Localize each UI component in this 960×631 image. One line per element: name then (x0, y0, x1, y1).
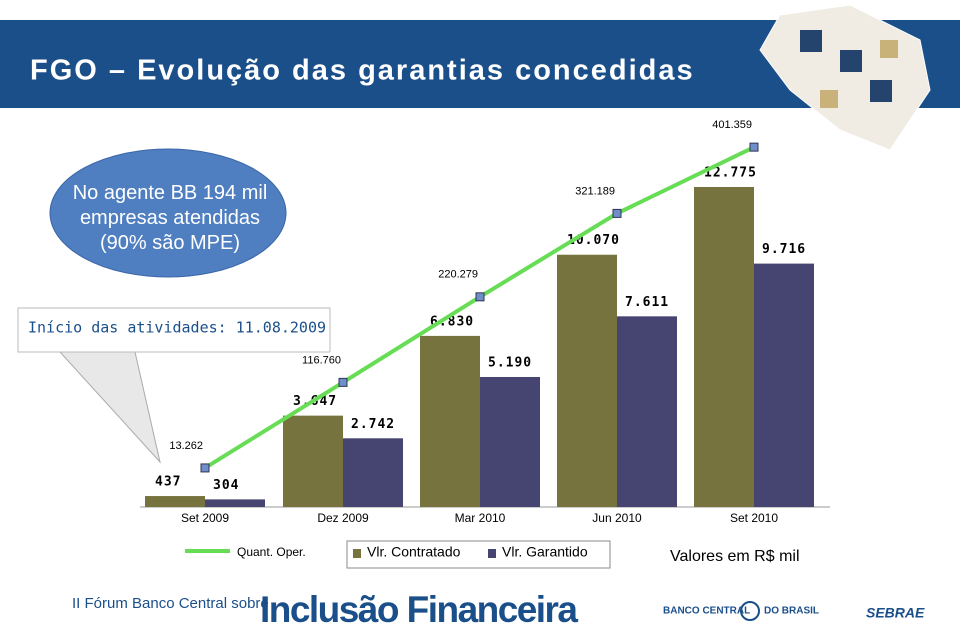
slide-title: FGO – Evolução das garantias concedidas (30, 55, 695, 87)
bar-label: 6.830 (430, 314, 474, 329)
legend-swatch (488, 549, 496, 558)
legend-swatch (353, 549, 361, 558)
legend-label: Quant. Oper. (237, 545, 306, 559)
legend-label: Vlr. Garantido (502, 544, 588, 560)
x-tick-label: Set 2009 (181, 511, 229, 525)
note-box (17, 307, 331, 353)
bar (480, 376, 540, 507)
line-marker (200, 463, 210, 473)
map-logo (759, 4, 931, 151)
bar (205, 499, 265, 507)
footer-bank: DO BRASIL (764, 606, 819, 617)
legend-box (346, 540, 611, 569)
bar-label: 5.190 (488, 355, 532, 370)
bar (617, 316, 677, 507)
line-label: 116.760 (302, 354, 341, 366)
footer-event: II Fórum Banco Central sobre (72, 595, 269, 612)
line-marker (612, 208, 622, 218)
bar (145, 496, 205, 507)
x-tick-label: Set 2010 (730, 511, 778, 525)
bank-logo (740, 601, 760, 621)
callout-text: No agente BB 194 mil empresas atendidas … (72, 181, 268, 254)
legend-label: Vlr. Contratado (367, 544, 461, 560)
line-marker (475, 292, 485, 302)
bar-label: 437 (155, 475, 181, 490)
bar (343, 438, 403, 507)
note: Início das atividades: 11.08.2009 (28, 319, 326, 337)
line-label: 401.359 (712, 119, 752, 131)
note-tail (58, 351, 161, 464)
footer-bank: BANCO CENTRAL (663, 606, 750, 617)
bar (420, 335, 480, 507)
bar (557, 254, 617, 507)
bar-label: 2.742 (351, 417, 395, 432)
bar (283, 415, 343, 507)
line-marker (338, 377, 348, 387)
callout-bubble (49, 148, 287, 278)
bar (754, 263, 814, 507)
bar-label: 12.775 (704, 165, 757, 180)
bar (694, 186, 754, 507)
bar-label: 7.611 (625, 295, 669, 310)
bar-label: 304 (213, 478, 239, 493)
units-note: Valores em R$ mil (670, 548, 800, 565)
line-label: 220.279 (438, 269, 478, 281)
line-label: 13.262 (169, 440, 203, 452)
x-tick-label: Jun 2010 (592, 511, 642, 525)
x-tick-label: Mar 2010 (455, 511, 506, 525)
x-tick-label: Dez 2009 (317, 511, 369, 525)
line-label: 321.189 (575, 185, 615, 197)
footer-partner: SEBRAE (866, 605, 925, 621)
footer-event-title: Inclusão Financeira (260, 589, 578, 630)
bar-label: 9.716 (762, 242, 806, 257)
line-marker (749, 142, 759, 152)
